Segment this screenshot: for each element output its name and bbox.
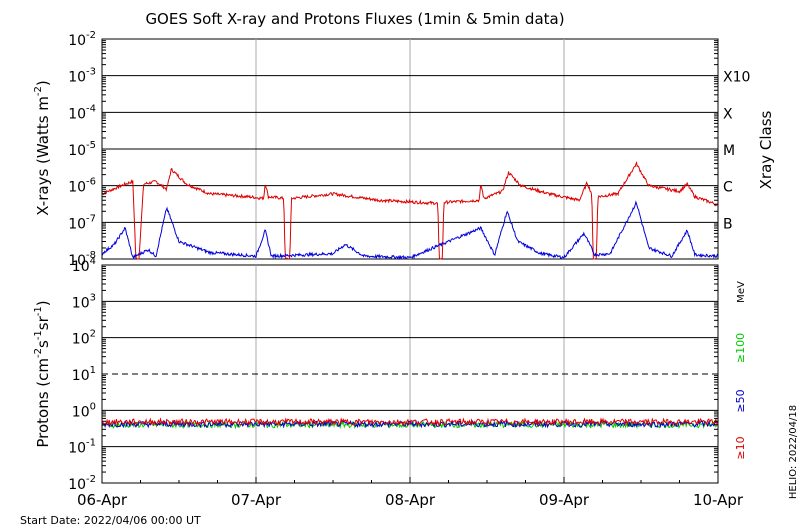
xray-tick-label: 10-2 bbox=[68, 30, 96, 49]
xray-tick-label: 10-3 bbox=[68, 67, 96, 86]
proton-series-line bbox=[101, 417, 719, 427]
xray-class-label: M bbox=[723, 143, 735, 159]
xray-tick-label: 10-7 bbox=[68, 213, 96, 232]
xray-class-label: X bbox=[723, 106, 733, 122]
xray-short-series bbox=[101, 200, 719, 261]
xray-tick-label: 10-5 bbox=[68, 140, 96, 159]
x-tick-label: 06-Apr bbox=[77, 491, 128, 509]
xray-class-label: B bbox=[723, 216, 733, 232]
x-tick-label: 10-Apr bbox=[693, 491, 744, 509]
xray-tick-label: 10-4 bbox=[68, 103, 96, 122]
proton-legend-label: ≥50 bbox=[734, 389, 747, 412]
x-tick-label: 09-Apr bbox=[539, 491, 590, 509]
proton-tick-label: 104 bbox=[72, 256, 96, 275]
x-tick-label: 07-Apr bbox=[231, 491, 282, 509]
helio-date-label: HELIO: 2022/04/18 bbox=[788, 405, 799, 499]
xray-axis-label: X-rays (Watts m-2) bbox=[33, 80, 52, 215]
x-tick-label: 08-Apr bbox=[385, 491, 436, 509]
xray-class-axis-label: Xray Class bbox=[757, 110, 775, 189]
proton-tick-label: 100 bbox=[72, 401, 96, 420]
chart-title: GOES Soft X-ray and Protons Fluxes (1min… bbox=[145, 10, 564, 28]
xray-long-series bbox=[101, 160, 719, 260]
proton-tick-label: 101 bbox=[72, 365, 96, 384]
xray-class-label: C bbox=[723, 180, 733, 196]
proton-axis-label: Protons (cm-2s-1sr-1) bbox=[33, 300, 52, 447]
proton-tick-label: 102 bbox=[72, 329, 96, 348]
xray-class-label: X10 bbox=[723, 70, 750, 86]
proton-tick-label: 103 bbox=[72, 292, 96, 311]
proton-legend-label: ≥10 bbox=[734, 436, 747, 459]
proton-legend-label: ≥100 bbox=[734, 333, 747, 363]
xray-tick-label: 10-6 bbox=[68, 177, 96, 196]
proton-units-label: MeV bbox=[736, 281, 747, 303]
proton-tick-label: 10-1 bbox=[68, 438, 96, 457]
start-date-label: Start Date: 2022/04/06 00:00 UT bbox=[20, 514, 201, 527]
